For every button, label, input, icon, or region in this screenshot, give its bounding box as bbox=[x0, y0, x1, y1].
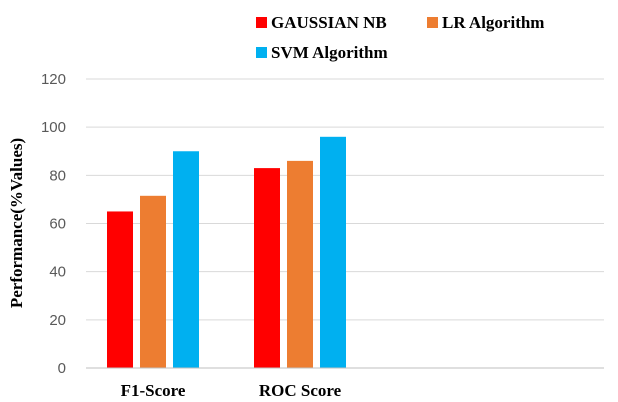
legend-swatch bbox=[427, 17, 438, 28]
x-category-label: F1-Score bbox=[121, 381, 186, 400]
y-tick-label: 60 bbox=[49, 216, 66, 233]
bar-lr-algorithm-f1-score bbox=[140, 195, 166, 368]
y-axis-ticks: 0 20 40 60 80 100 120 bbox=[41, 71, 66, 377]
legend-swatch bbox=[256, 17, 267, 28]
y-tick-label: 80 bbox=[49, 167, 66, 184]
x-category-label: ROC Score bbox=[259, 381, 342, 400]
legend-label: SVM Algorithm bbox=[271, 43, 388, 62]
y-tick-label: 40 bbox=[49, 264, 66, 281]
bar-gaussian-nb-f1-score bbox=[107, 211, 133, 368]
bar-svm-algorithm-roc-score bbox=[320, 136, 346, 368]
legend-label: GAUSSIAN NB bbox=[271, 13, 387, 32]
y-tick-label: 120 bbox=[41, 71, 66, 88]
legend-label: LR Algorithm bbox=[442, 13, 544, 32]
bar-gaussian-nb-roc-score bbox=[254, 168, 280, 368]
bar-lr-algorithm-roc-score bbox=[287, 160, 313, 368]
y-axis-title: Performance(%Values) bbox=[7, 138, 26, 308]
y-tick-label: 20 bbox=[49, 312, 66, 329]
legend-swatch bbox=[256, 47, 267, 58]
y-tick-label: 100 bbox=[41, 119, 66, 136]
bars bbox=[107, 136, 346, 368]
x-axis-categories: F1-Score ROC Score bbox=[121, 381, 342, 400]
y-tick-label: 0 bbox=[58, 360, 66, 377]
legend: GAUSSIAN NB LR Algorithm SVM Algorithm bbox=[256, 13, 544, 62]
bar-svm-algorithm-f1-score bbox=[173, 151, 199, 368]
